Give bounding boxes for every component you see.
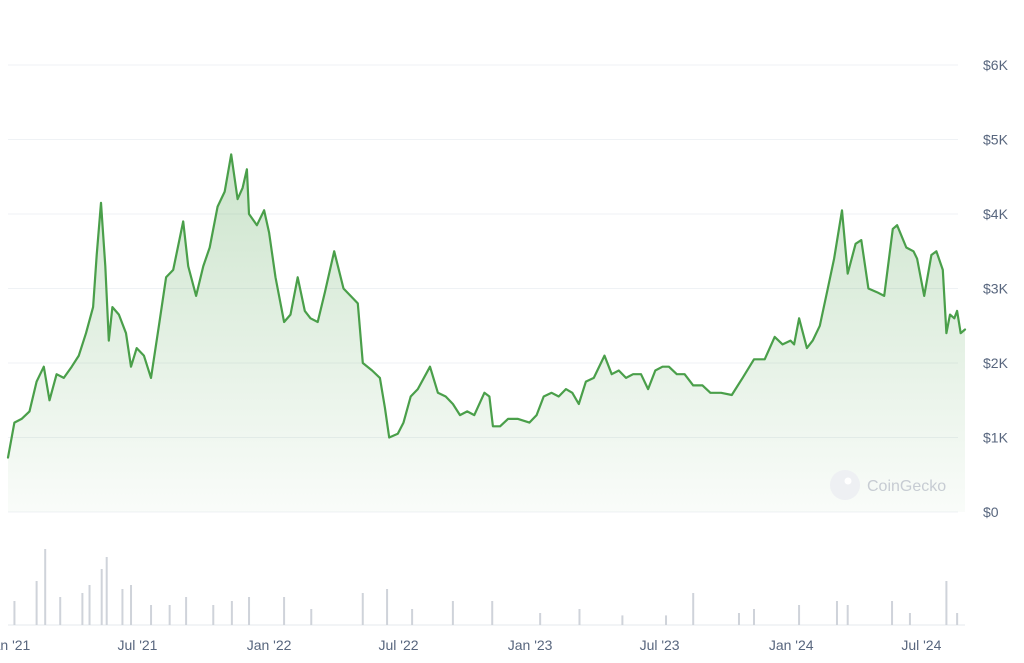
x-tick-label: Jul '21 xyxy=(117,637,157,653)
volume-bars xyxy=(8,549,965,626)
volume-bar xyxy=(185,597,188,625)
volume-bar xyxy=(100,569,103,625)
volume-bar xyxy=(692,593,695,625)
gecko-logo-eye-icon xyxy=(844,477,852,485)
y-tick-label: $1K xyxy=(983,430,1009,446)
volume-bar xyxy=(846,605,849,625)
watermark-label: CoinGecko xyxy=(867,478,946,495)
price-area xyxy=(8,154,965,512)
x-tick-label: Jan '22 xyxy=(247,637,292,653)
volume-bar xyxy=(44,549,47,625)
volume-bar xyxy=(753,609,756,625)
volume-bar xyxy=(361,593,364,625)
x-tick-label: Jul '22 xyxy=(379,637,419,653)
volume-bar xyxy=(88,585,91,625)
volume-bar xyxy=(956,613,959,625)
volume-bar xyxy=(451,601,454,625)
volume-bar xyxy=(230,601,233,625)
y-tick-label: $2K xyxy=(983,355,1009,371)
y-axis: $0 $1K $2K $3K $4K $5K $6K xyxy=(983,57,1009,520)
x-tick-label: Jan '23 xyxy=(508,637,553,653)
volume-bar xyxy=(491,601,494,625)
volume-bar xyxy=(835,601,838,625)
coingecko-watermark: CoinGecko xyxy=(830,470,946,500)
volume-bar xyxy=(130,585,133,625)
volume-bar xyxy=(945,581,948,625)
y-tick-label: $0 xyxy=(983,504,999,520)
volume-bar xyxy=(411,609,414,625)
price-line-group xyxy=(6,153,967,459)
y-tick-label: $5K xyxy=(983,132,1009,148)
volume-bar xyxy=(81,593,84,625)
price-area-fill xyxy=(8,154,965,512)
x-tick-label: Jan '21 xyxy=(0,637,31,653)
volume-bar xyxy=(168,605,171,625)
price-line xyxy=(6,153,967,459)
volume-bar xyxy=(891,601,894,625)
volume-bar xyxy=(539,613,542,625)
gecko-logo-icon xyxy=(830,470,860,500)
x-axis: Jan '21 Jul '21 Jan '22 Jul '22 Jan '23 Jul '… xyxy=(0,637,942,653)
volume-bar xyxy=(13,601,16,625)
volume-bar xyxy=(248,597,251,625)
volume-bar xyxy=(283,597,286,625)
volume-bar xyxy=(737,613,740,625)
volume-bar xyxy=(59,597,62,625)
x-tick-label: Jul '24 xyxy=(901,637,941,653)
volume-bar xyxy=(908,613,911,625)
volume-bar xyxy=(665,615,668,625)
volume-bar xyxy=(798,605,801,625)
volume-bar xyxy=(105,557,108,625)
y-tick-label: $6K xyxy=(983,57,1009,73)
y-tick-label: $3K xyxy=(983,281,1009,297)
volume-bar xyxy=(386,589,389,625)
volume-bar xyxy=(212,605,215,625)
volume-bar xyxy=(121,589,124,625)
volume-bar xyxy=(150,605,153,625)
y-tick-label: $4K xyxy=(983,206,1009,222)
volume-bar xyxy=(578,609,581,625)
volume-bar xyxy=(35,581,38,625)
x-tick-label: Jan '24 xyxy=(769,637,814,653)
x-tick-label: Jul '23 xyxy=(640,637,680,653)
volume-bar xyxy=(621,615,624,625)
volume-bar xyxy=(310,609,313,625)
